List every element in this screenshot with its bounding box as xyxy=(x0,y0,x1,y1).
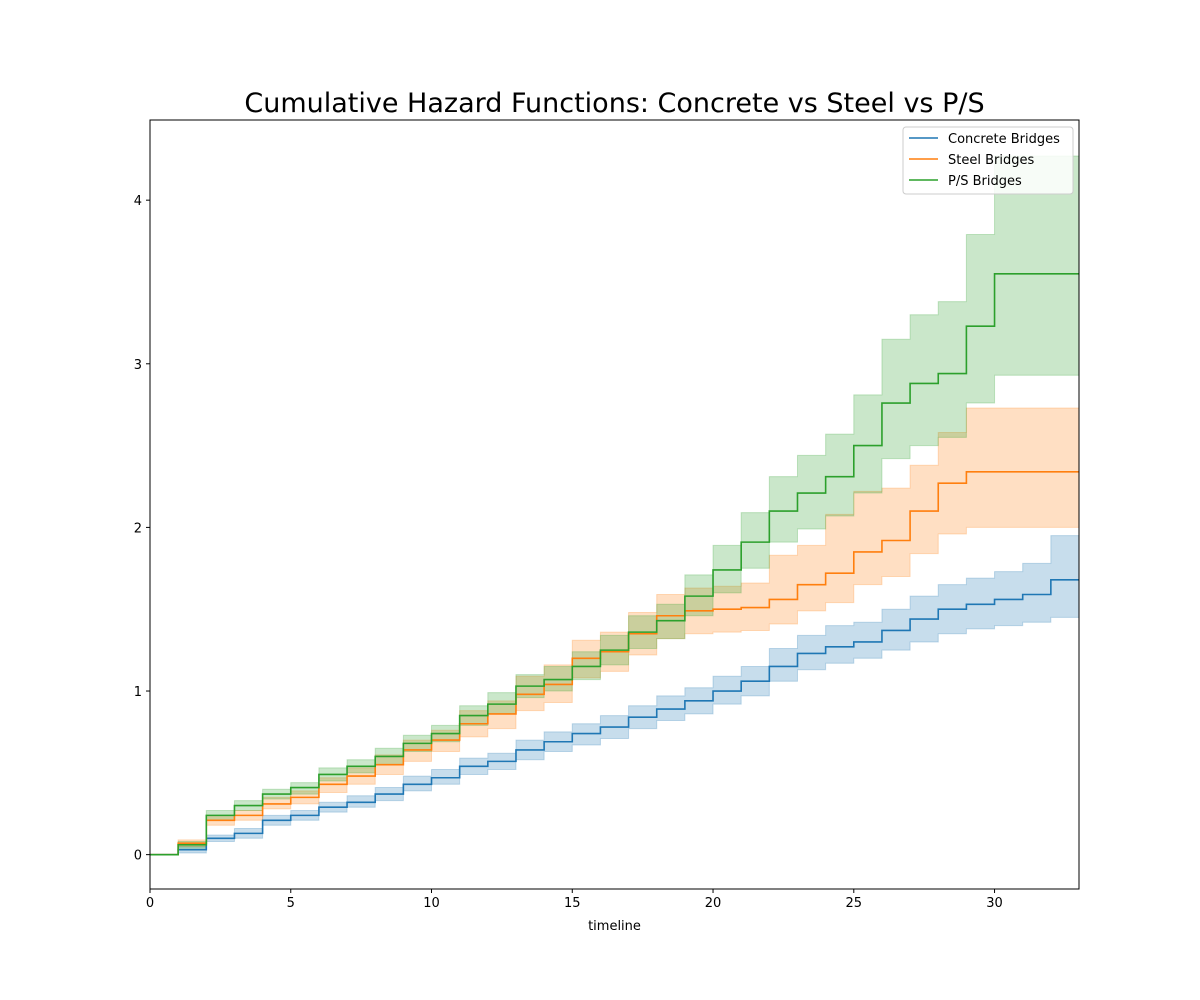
y-tick-label: 4 xyxy=(134,194,142,209)
p-s-bridges-line xyxy=(150,272,1079,856)
concrete-bridges-line xyxy=(150,578,1079,856)
p-s-bridges-legend-label: P/S Bridges xyxy=(948,174,1022,189)
series-lines xyxy=(150,272,1079,856)
x-axis-label: timeline xyxy=(588,919,641,934)
plot-frame xyxy=(149,119,1080,890)
steel-bridges-legend-label: Steel Bridges xyxy=(948,153,1034,168)
legend: Concrete Bridges Steel Bridges P/S Bridges xyxy=(902,126,1074,195)
confidence-bands xyxy=(150,155,1080,856)
chart-title: Cumulative Hazard Functions: Concrete vs… xyxy=(244,88,984,119)
concrete-bridges-legend-label: Concrete Bridges xyxy=(948,132,1060,147)
legend-box xyxy=(902,126,1074,195)
x-tick-label: 5 xyxy=(287,896,295,911)
y-tick-label: 1 xyxy=(134,685,142,700)
x-tick-label: 20 xyxy=(705,896,722,911)
x-tick-label: 25 xyxy=(846,896,863,911)
x-axis-ticks: 0 5 10 15 20 25 30 xyxy=(146,889,1003,911)
y-tick-label: 2 xyxy=(134,521,142,536)
y-tick-label: 0 xyxy=(134,849,142,864)
y-tick-label: 3 xyxy=(134,358,142,373)
x-tick-label: 0 xyxy=(146,896,154,911)
x-tick-label: 15 xyxy=(564,896,581,911)
y-axis-ticks: 0 1 2 3 4 xyxy=(134,194,150,864)
x-tick-label: 30 xyxy=(986,896,1003,911)
x-tick-label: 10 xyxy=(423,896,440,911)
